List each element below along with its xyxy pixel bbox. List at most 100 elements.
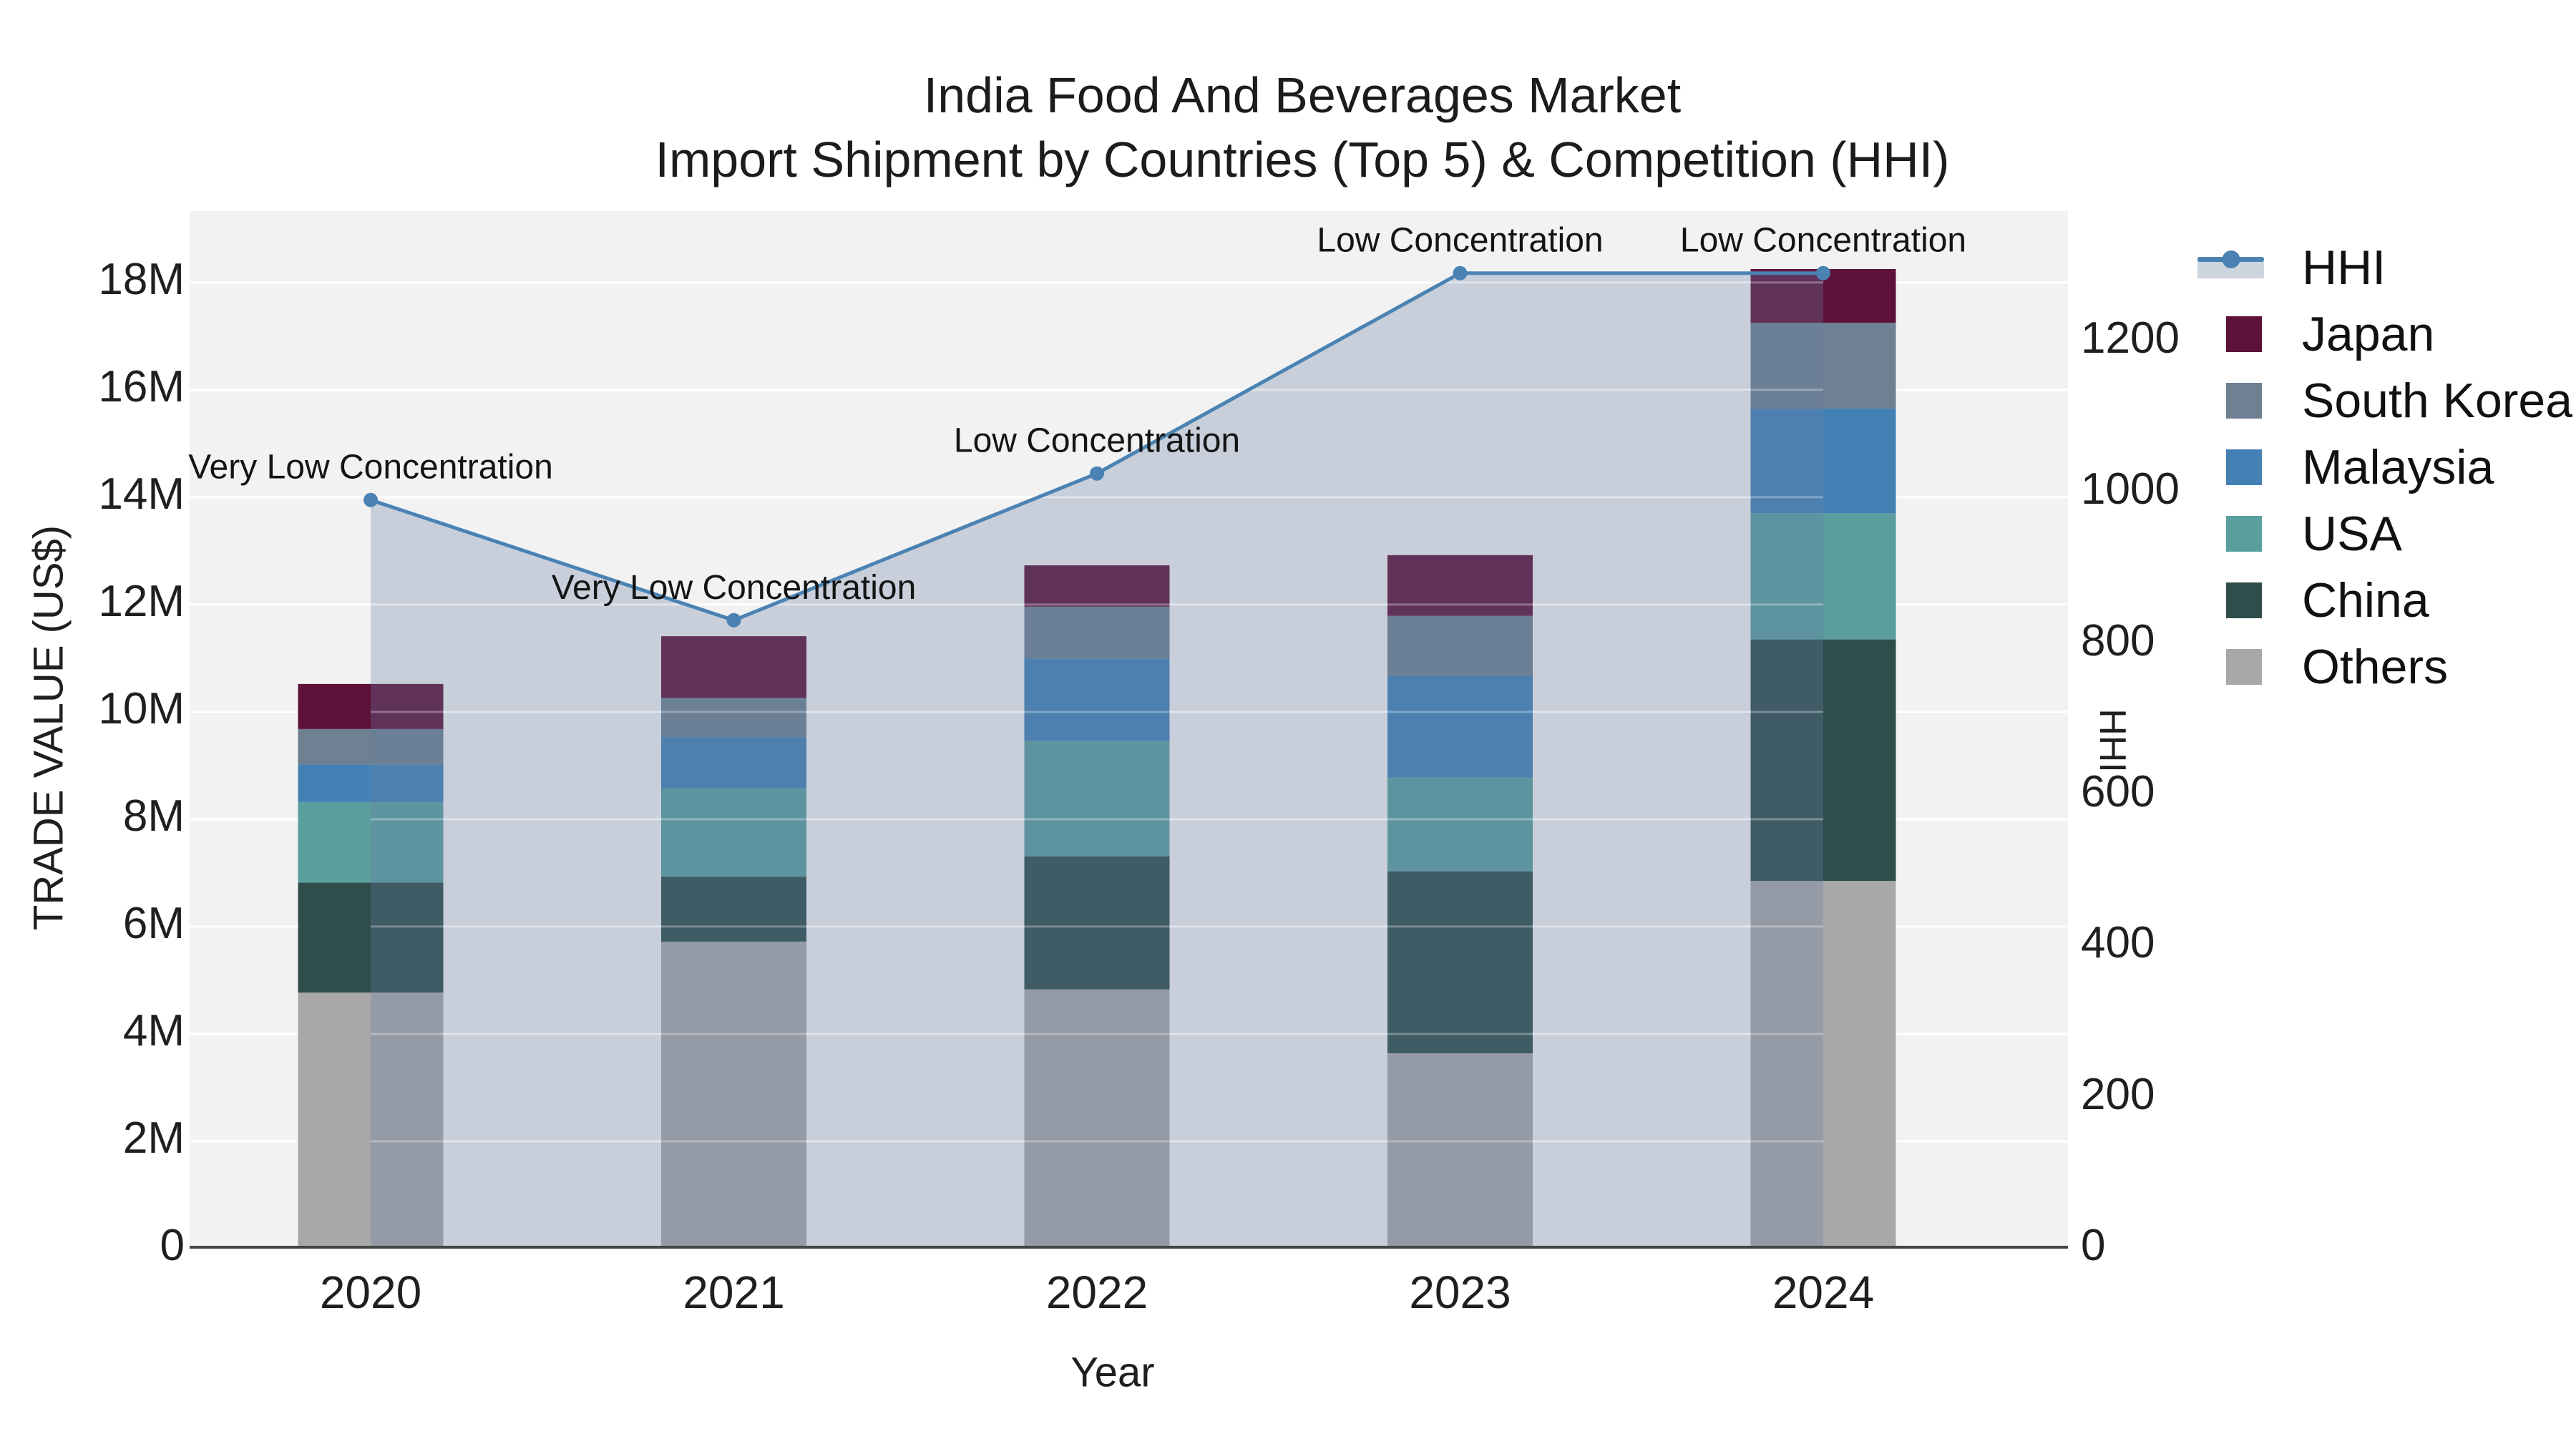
hhi-marker-2023[interactable] bbox=[1453, 265, 1468, 280]
legend-color-square-usa bbox=[2226, 516, 2262, 552]
chart-title-line1: India Food And Beverages Market bbox=[923, 67, 1682, 123]
bar-segment-2021-china[interactable] bbox=[661, 877, 806, 942]
annotation-2024: Low Concentration bbox=[1680, 222, 1966, 260]
y-tick-left-0: 0 bbox=[160, 1221, 185, 1270]
x-tick-2024: 2024 bbox=[1772, 1267, 1875, 1318]
x-tick-2023: 2023 bbox=[1409, 1267, 1511, 1318]
bar-segment-2022-china[interactable] bbox=[1024, 856, 1170, 990]
y-tick-right-200: 200 bbox=[2081, 1069, 2155, 1119]
legend-swatch-china bbox=[2197, 567, 2283, 633]
bar-segment-2023-south-korea[interactable] bbox=[1387, 615, 1533, 676]
legend-swatch-usa bbox=[2197, 501, 2283, 567]
chart-canvas: Very Low Concentration Very Low Concentra… bbox=[188, 211, 2068, 1249]
plot-area: Very Low Concentration Very Low Concentra… bbox=[188, 211, 2068, 1249]
y-tick-right-800: 800 bbox=[2081, 615, 2155, 665]
bar-segment-2023-china[interactable] bbox=[1387, 871, 1533, 1053]
legend-swatch-others bbox=[2197, 634, 2283, 700]
y-tick-left-14M: 14M bbox=[98, 469, 185, 519]
y-tick-right-0: 0 bbox=[2081, 1221, 2106, 1270]
annotation-2022: Low Concentration bbox=[954, 422, 1240, 460]
bar-segment-2020-south-korea[interactable] bbox=[298, 728, 444, 765]
bar-segment-2021-south-korea[interactable] bbox=[661, 698, 806, 738]
annotation-2023: Low Concentration bbox=[1317, 222, 1603, 260]
bar-segment-2022-south-korea[interactable] bbox=[1024, 606, 1170, 659]
bar-segment-2023-usa[interactable] bbox=[1387, 777, 1533, 872]
legend-item-malaysia[interactable]: Malaysia bbox=[2197, 434, 2494, 500]
bar-segment-2024-usa[interactable] bbox=[1750, 513, 1896, 640]
bar-segment-2020-others[interactable] bbox=[298, 992, 444, 1249]
hhi-marker-2021[interactable] bbox=[726, 613, 741, 628]
legend-item-japan[interactable]: Japan bbox=[2197, 301, 2434, 367]
bar-segment-2021-malaysia[interactable] bbox=[661, 737, 806, 789]
x-tick-2020: 2020 bbox=[319, 1267, 422, 1318]
bar-segment-2022-others[interactable] bbox=[1024, 989, 1170, 1249]
legend-label-usa: USA bbox=[2302, 507, 2402, 561]
bar-segment-2022-usa[interactable] bbox=[1024, 741, 1170, 857]
legend-swatch-south-korea bbox=[2197, 368, 2283, 434]
bar-segment-2023-japan[interactable] bbox=[1387, 555, 1533, 616]
hhi-marker-2022[interactable] bbox=[1090, 466, 1104, 481]
y-tick-left-8M: 8M bbox=[122, 791, 185, 841]
bar-segment-2021-others[interactable] bbox=[661, 941, 806, 1249]
x-axis-line bbox=[190, 1246, 2068, 1249]
bar-segment-2024-china[interactable] bbox=[1750, 639, 1896, 882]
hhi-line-swatch-icon bbox=[2197, 250, 2264, 278]
y-tick-right-1000: 1000 bbox=[2081, 464, 2180, 514]
bar-segment-2024-south-korea[interactable] bbox=[1750, 323, 1896, 409]
legend-item-others[interactable]: Others bbox=[2197, 634, 2448, 700]
legend-label-japan: Japan bbox=[2302, 307, 2435, 361]
y-tick-left-18M: 18M bbox=[98, 254, 185, 304]
chart-title: India Food And Beverages Market Import S… bbox=[655, 63, 1950, 192]
x-tick-2021: 2021 bbox=[683, 1267, 785, 1318]
hhi-marker-2024[interactable] bbox=[1816, 265, 1830, 280]
legend-color-square-south-korea bbox=[2226, 383, 2262, 419]
y-tick-right-600: 600 bbox=[2081, 766, 2155, 816]
legend-item-usa[interactable]: USA bbox=[2197, 501, 2402, 567]
y-tick-right-400: 400 bbox=[2081, 918, 2155, 968]
legend-label-malaysia: Malaysia bbox=[2302, 440, 2494, 494]
bar-segment-2023-malaysia[interactable] bbox=[1387, 675, 1533, 778]
chart-title-line2: Import Shipment by Countries (Top 5) & C… bbox=[655, 132, 1950, 187]
y-tick-left-10M: 10M bbox=[98, 683, 185, 733]
bar-segment-2023-others[interactable] bbox=[1387, 1053, 1533, 1249]
bar-segment-2020-malaysia[interactable] bbox=[298, 764, 444, 802]
bar-segment-2020-japan[interactable] bbox=[298, 683, 444, 729]
hhi-line-stroke-swatch bbox=[2197, 250, 2264, 268]
hhi-marker-2020[interactable] bbox=[364, 492, 378, 507]
legend-swatch-hhi bbox=[2197, 235, 2283, 301]
legend-color-square-malaysia bbox=[2226, 449, 2262, 485]
bar-segment-2022-malaysia[interactable] bbox=[1024, 658, 1170, 741]
y-tick-left-4M: 4M bbox=[122, 1005, 185, 1055]
legend-color-square-japan bbox=[2226, 316, 2262, 352]
legend-label-others: Others bbox=[2302, 640, 2449, 694]
bar-segment-2022-japan[interactable] bbox=[1024, 565, 1170, 607]
legend-item-hhi[interactable]: HHI bbox=[2197, 235, 2386, 301]
legend-item-china[interactable]: China bbox=[2197, 567, 2429, 633]
legend-label-south-korea: South Korea bbox=[2302, 374, 2573, 428]
y-tick-left-16M: 16M bbox=[98, 361, 185, 411]
hhi-marker-dot-swatch bbox=[2222, 250, 2240, 268]
legend-swatch-japan bbox=[2197, 301, 2283, 367]
y-tick-left-6M: 6M bbox=[122, 898, 185, 948]
legend-label-china: China bbox=[2302, 573, 2429, 628]
hhi-area-fill bbox=[371, 273, 1823, 1249]
bar-segment-2024-others[interactable] bbox=[1750, 881, 1896, 1249]
x-tick-2022: 2022 bbox=[1045, 1267, 1148, 1318]
y-tick-right-1200: 1200 bbox=[2081, 313, 2180, 363]
annotation-2020: Very Low Concentration bbox=[188, 449, 553, 487]
bar-segment-2021-japan[interactable] bbox=[661, 636, 806, 698]
legend-swatch-malaysia bbox=[2197, 434, 2283, 500]
bar-segment-2020-usa[interactable] bbox=[298, 801, 444, 883]
legend-color-square-others bbox=[2226, 649, 2262, 685]
bar-segment-2020-china[interactable] bbox=[298, 882, 444, 993]
legend-label-hhi: HHI bbox=[2302, 240, 2386, 295]
y-tick-left-2M: 2M bbox=[122, 1113, 185, 1163]
y-axis-title-right: HHI bbox=[2092, 708, 2133, 773]
legend-item-south-korea[interactable]: South Korea bbox=[2197, 368, 2572, 434]
bar-segment-2021-usa[interactable] bbox=[661, 789, 806, 877]
bar-segment-2024-malaysia[interactable] bbox=[1750, 409, 1896, 514]
annotation-2021: Very Low Concentration bbox=[552, 569, 917, 607]
y-tick-left-12M: 12M bbox=[98, 576, 185, 626]
legend-color-square-china bbox=[2226, 582, 2262, 618]
x-axis-title: Year bbox=[1070, 1349, 1155, 1396]
